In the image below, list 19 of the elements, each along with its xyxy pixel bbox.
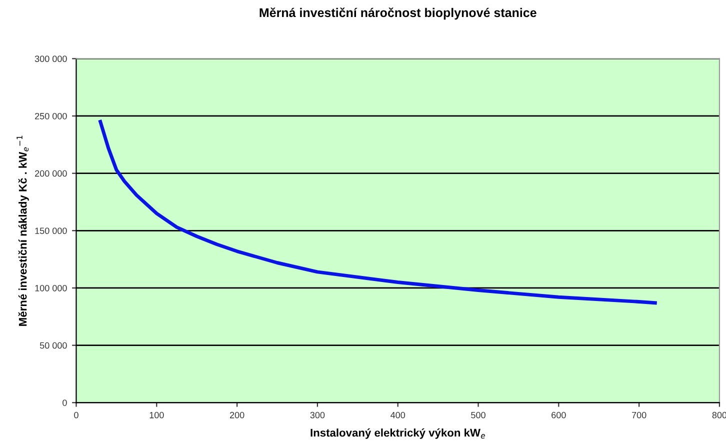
line-series — [98, 120, 657, 305]
x-tick-label: 100 — [150, 412, 164, 418]
y-tick-label: 300 000 — [34, 56, 67, 62]
y-tick-label: 0 — [62, 400, 67, 406]
y-axis-title: Měrné investiční náklady Kč . kW$_{e}$$^{−1}$ — [16, 136, 29, 326]
x-tick-label: 600 — [552, 412, 566, 418]
chart-title: Měrná investiční náročnost bioplynové stanice — [260, 8, 536, 20]
x-tick-label: 500 — [471, 412, 486, 418]
y-tick-label: 150 000 — [35, 228, 67, 234]
y-tick-label: 50 000 — [40, 342, 67, 349]
x-tick-label: 700 — [632, 412, 646, 418]
y-tick-label: 250 000 — [35, 112, 67, 120]
x-tick-label: 400 — [390, 412, 406, 418]
x-axis-title: Instalovaný elektrický výkon kW$_{e}$ — [310, 428, 486, 439]
x-tick-label: 300 — [310, 412, 325, 418]
y-tick-label: 200 000 — [35, 170, 67, 177]
x-tick-label: 0 — [74, 412, 78, 418]
y-tick-label: 100 000 — [35, 284, 67, 292]
x-tick-label: 200 — [230, 412, 244, 418]
